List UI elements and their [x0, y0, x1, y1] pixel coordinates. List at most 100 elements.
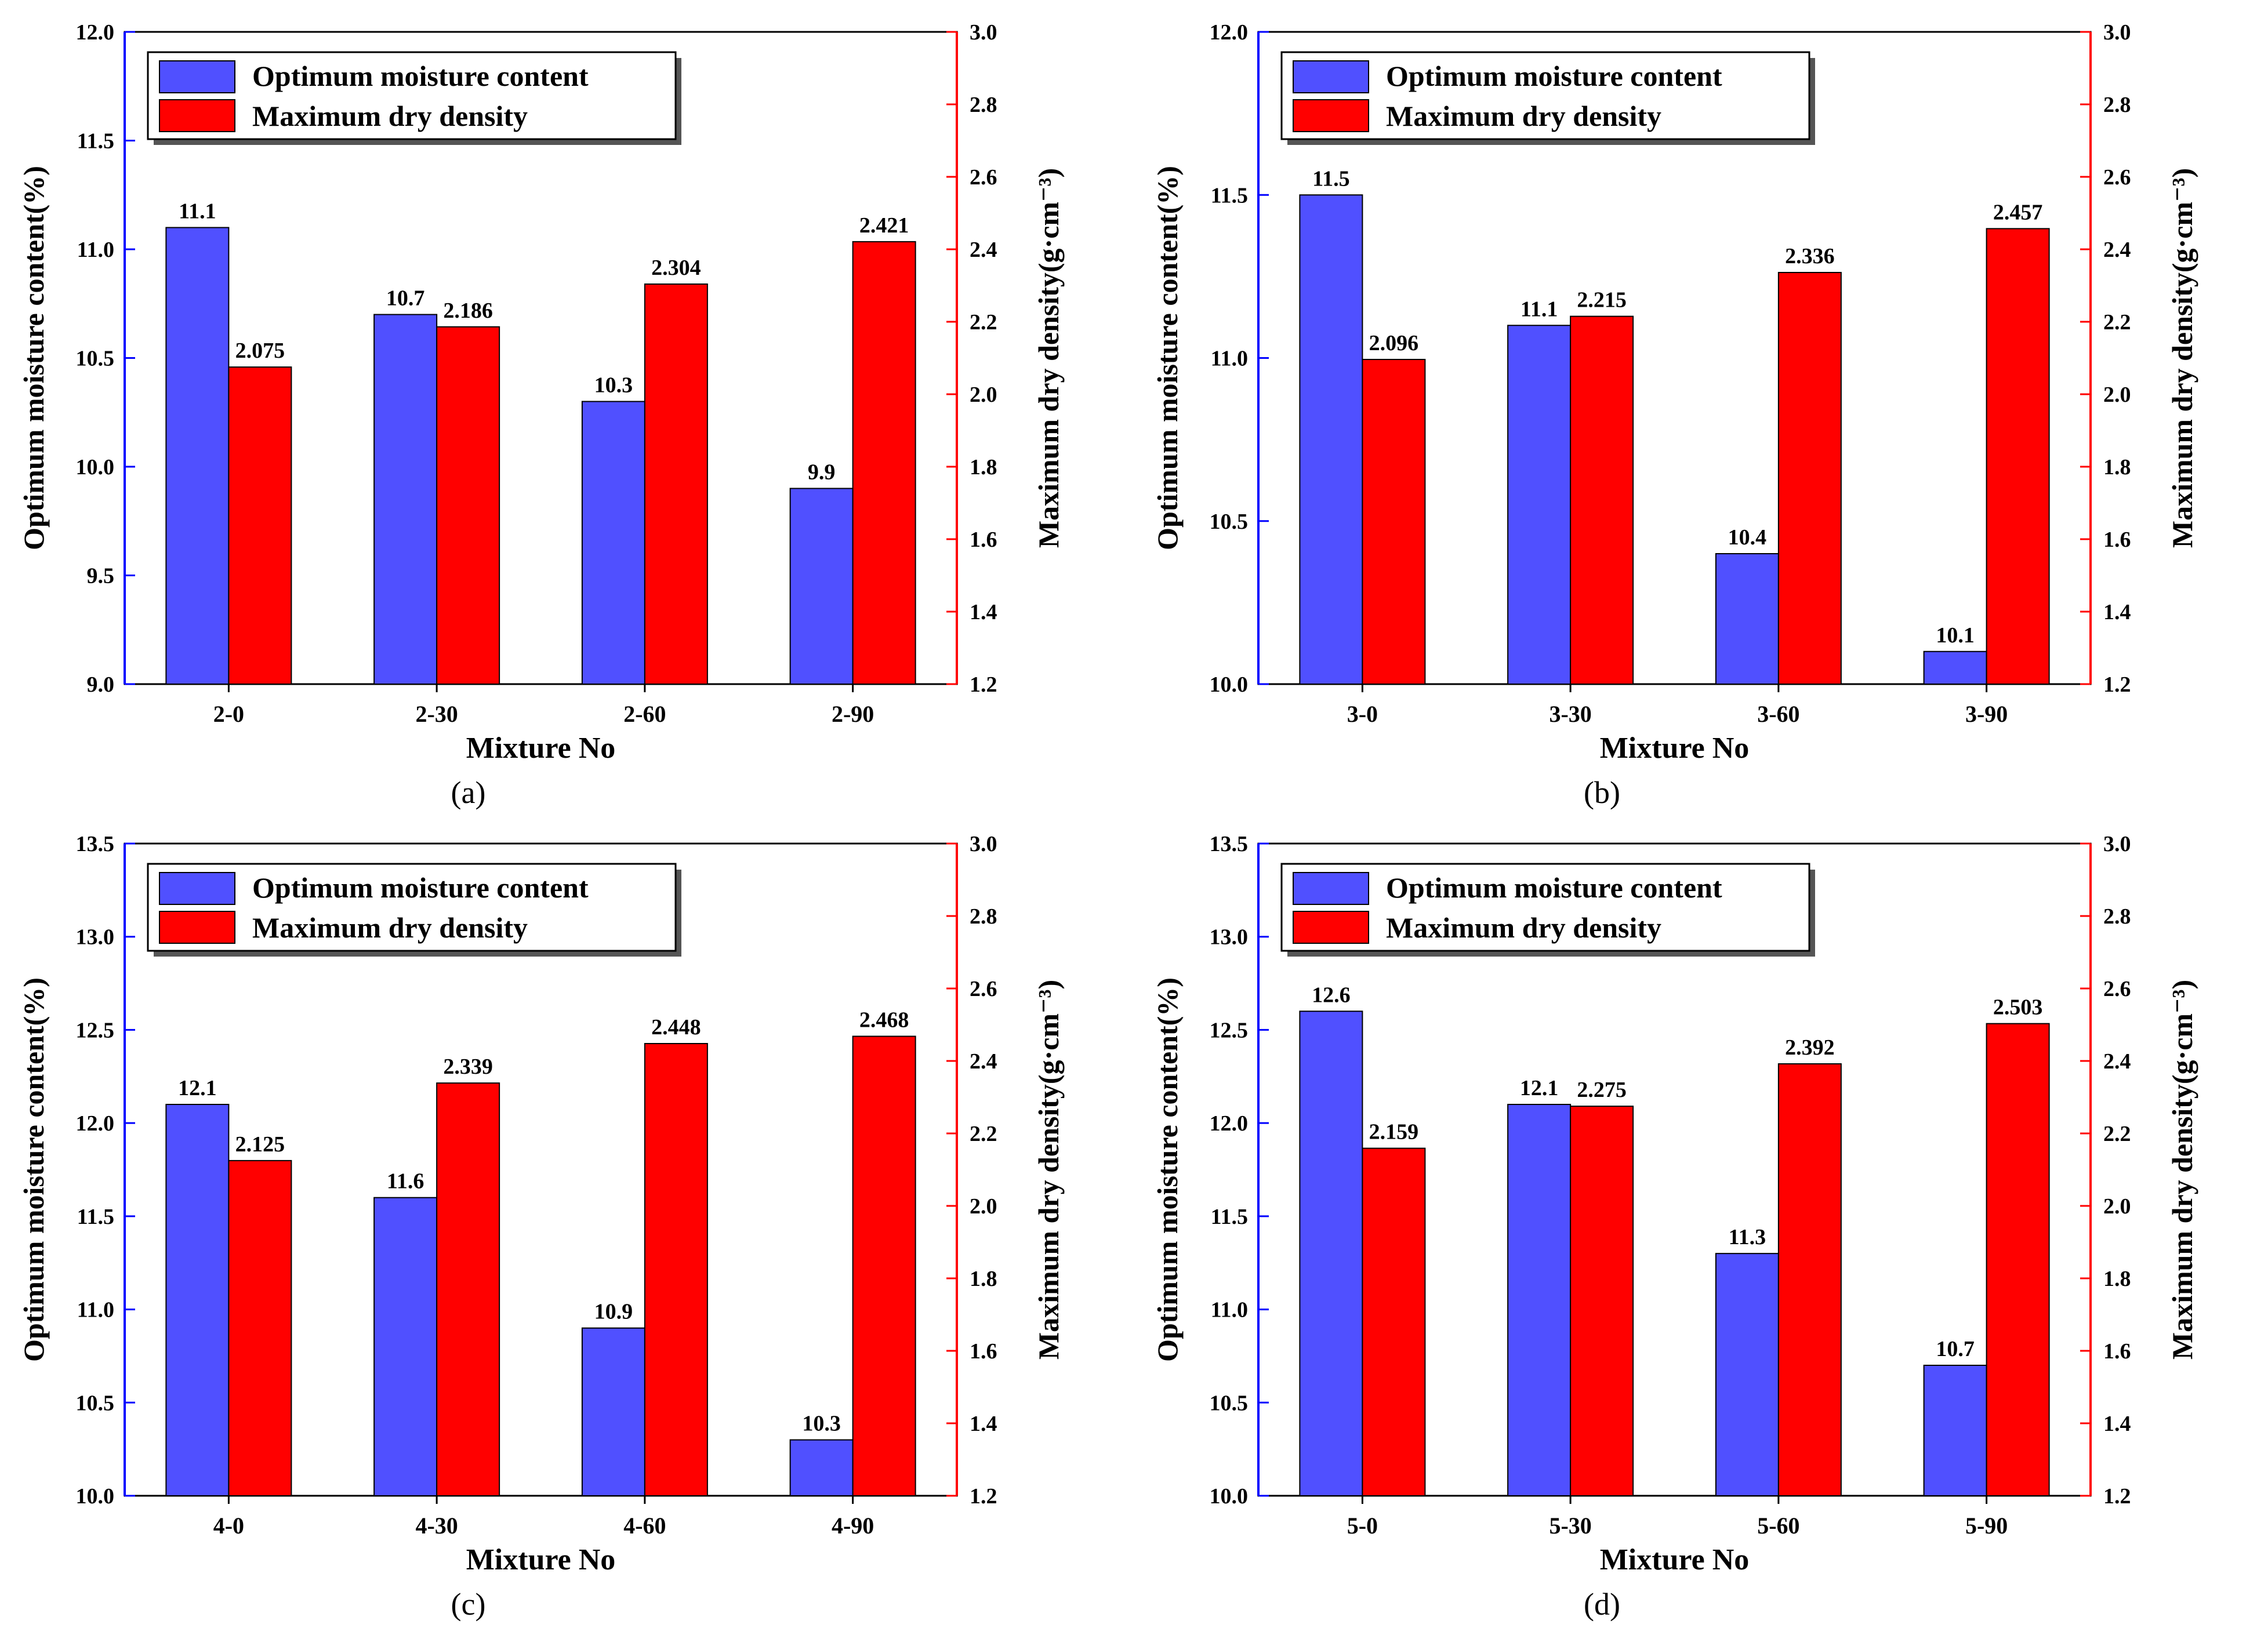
right-tick-label: 2.6 — [2103, 165, 2131, 190]
right-axis-label: Maximum dry density(g·cm⁻³) — [1032, 168, 1065, 548]
moisture-bar — [1923, 1365, 1987, 1496]
right-tick-label: 1.4 — [970, 600, 997, 624]
left-tick-label: 10.0 — [1210, 673, 1249, 697]
density-bar — [644, 283, 708, 685]
density-value-label: 2.304 — [651, 256, 701, 280]
moisture-value-label: 11.5 — [1312, 166, 1349, 191]
right-tick-label: 1.6 — [2103, 528, 2131, 552]
right-tick-label: 1.4 — [2103, 600, 2131, 624]
moisture-bar — [789, 488, 854, 685]
legend-density-label: Maximum dry density — [252, 100, 528, 132]
density-value-label: 2.468 — [859, 1008, 909, 1033]
right-tick-label: 2.2 — [2103, 1122, 2131, 1146]
right-tick-label: 1.2 — [2103, 1484, 2131, 1509]
moisture-value-label: 11.1 — [179, 199, 216, 224]
moisture-bar — [373, 314, 438, 685]
moisture-value-label: 12.1 — [1520, 1076, 1559, 1100]
legend-moisture-label: Optimum moisture content — [252, 60, 589, 92]
legend-moisture-label: Optimum moisture content — [1386, 871, 1722, 904]
right-axis-label: Maximum dry density(g·cm⁻³) — [1032, 980, 1065, 1360]
left-tick-label: 11.0 — [77, 1298, 114, 1322]
right-tick-label: 1.2 — [2103, 673, 2131, 697]
right-tick-label: 1.8 — [970, 1267, 997, 1291]
x-tick-label: 3-60 — [1757, 701, 1799, 727]
moisture-value-label: 11.1 — [1521, 297, 1558, 321]
density-value-label: 2.339 — [443, 1055, 493, 1079]
x-tick-label: 4-60 — [623, 1513, 666, 1539]
density-value-label: 2.275 — [1577, 1078, 1627, 1102]
density-value-label: 2.457 — [1993, 200, 2043, 224]
density-value-label: 2.215 — [1577, 288, 1627, 312]
legend-density-swatch — [159, 99, 235, 132]
x-tick-label: 2-0 — [213, 701, 244, 727]
right-tick-label: 3.0 — [2103, 832, 2131, 856]
right-tick-label: 2.0 — [2103, 1194, 2131, 1219]
x-axis-label: Mixture No — [1600, 1543, 1750, 1576]
right-tick-label: 2.8 — [2103, 904, 2131, 929]
left-tick-label: 13.5 — [76, 832, 115, 856]
panel-label: (a) — [451, 775, 486, 810]
moisture-bar — [1715, 1253, 1779, 1497]
moisture-value-label: 10.1 — [1936, 623, 1975, 648]
left-tick-label: 12.0 — [1210, 20, 1249, 45]
moisture-value-label: 10.3 — [802, 1412, 841, 1436]
right-tick-label: 1.8 — [2103, 455, 2131, 479]
right-tick-label: 2.8 — [970, 904, 997, 929]
right-axis-label: Maximum dry density(g·cm⁻³) — [2166, 168, 2198, 548]
moisture-value-label: 10.9 — [594, 1300, 633, 1324]
left-tick-label: 12.0 — [76, 1111, 115, 1136]
right-tick-label: 1.2 — [970, 673, 997, 697]
right-tick-label: 2.8 — [2103, 93, 2131, 117]
right-tick-label: 2.6 — [970, 977, 997, 1001]
legend-moisture-swatch — [159, 872, 235, 905]
x-tick-label: 4-90 — [832, 1513, 874, 1539]
x-axis-label: Mixture No — [1600, 732, 1750, 765]
right-tick-label: 2.2 — [970, 1122, 997, 1146]
legend-box — [147, 51, 677, 140]
right-tick-label: 1.8 — [2103, 1267, 2131, 1291]
left-tick-label: 11.5 — [77, 1205, 114, 1229]
moisture-value-label: 11.6 — [387, 1169, 424, 1194]
x-tick-label: 2-90 — [832, 701, 874, 727]
left-tick-label: 12.5 — [76, 1018, 115, 1042]
density-value-label: 2.448 — [651, 1015, 701, 1039]
density-bar — [644, 1043, 708, 1496]
left-tick-label: 9.0 — [87, 673, 115, 697]
density-value-label: 2.421 — [859, 213, 909, 238]
left-tick-label: 12.5 — [1210, 1018, 1249, 1042]
left-tick-label: 11.5 — [77, 129, 114, 154]
density-bar — [1777, 1063, 1842, 1496]
density-bar — [1777, 272, 1842, 685]
density-value-label: 2.503 — [1993, 995, 2043, 1020]
right-tick-label: 3.0 — [970, 20, 997, 45]
density-value-label: 2.096 — [1369, 331, 1419, 355]
density-value-label: 2.125 — [235, 1132, 285, 1157]
x-tick-label: 5-60 — [1757, 1513, 1799, 1539]
right-tick-label: 2.6 — [970, 165, 997, 190]
right-tick-label: 1.6 — [970, 1339, 997, 1364]
density-bar — [1986, 228, 2050, 685]
moisture-bar — [1507, 325, 1572, 685]
density-bar — [1362, 359, 1426, 685]
right-tick-label: 3.0 — [970, 832, 997, 856]
moisture-bar — [581, 401, 645, 685]
panel-c-chart: 10.0 10.5 11.0 11.5 12.0 12.5 13.0 13.5 1.2 1.4 1.… — [17, 832, 1065, 1622]
moisture-bar — [1299, 194, 1363, 685]
left-tick-label: 10.0 — [1210, 1484, 1249, 1509]
right-tick-label: 2.4 — [970, 1049, 997, 1074]
left-tick-label: 12.0 — [1210, 1111, 1249, 1136]
x-axis-label: Mixture No — [466, 732, 616, 765]
density-value-label: 2.392 — [1785, 1035, 1835, 1060]
panel-label: (c) — [451, 1587, 486, 1622]
moisture-bar — [165, 227, 230, 685]
density-value-label: 2.159 — [1369, 1120, 1419, 1144]
left-tick-label: 10.5 — [1210, 510, 1249, 534]
legend-density-label: Maximum dry density — [1386, 911, 1661, 944]
x-tick-label: 3-90 — [1965, 701, 2008, 727]
moisture-value-label: 10.3 — [594, 373, 633, 398]
moisture-bar — [1923, 650, 1987, 685]
x-tick-label: 2-30 — [415, 701, 458, 727]
left-tick-label: 10.0 — [76, 455, 115, 479]
right-tick-label: 2.8 — [970, 93, 997, 117]
left-tick-label: 13.0 — [76, 925, 115, 950]
